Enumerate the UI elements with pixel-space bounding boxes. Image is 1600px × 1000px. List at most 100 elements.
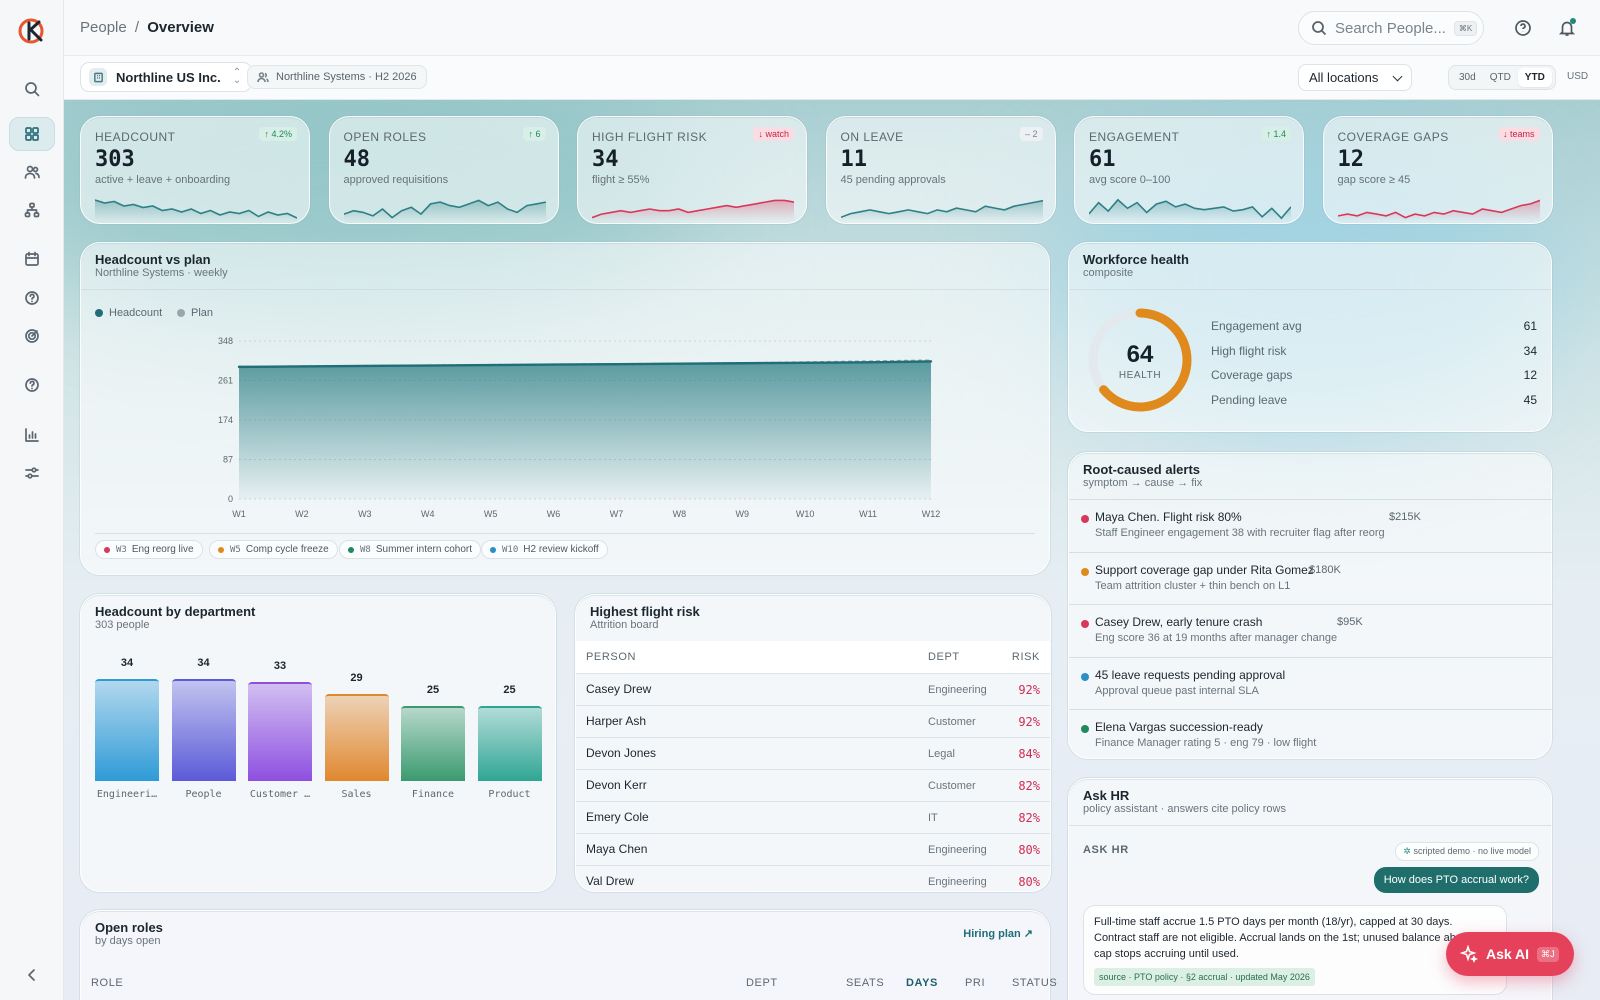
range-qtd[interactable]: QTD (1489, 72, 1511, 83)
collapse-sidebar-icon[interactable] (9, 958, 55, 992)
dept-bar-value: 29 (350, 672, 363, 684)
table-row[interactable]: Maya Chen Engineering 80% (576, 833, 1050, 865)
help-icon[interactable] (1514, 19, 1532, 37)
column-risk[interactable]: RISK (1011, 651, 1040, 663)
nav-dashboard-icon[interactable] (9, 117, 55, 151)
assistant-answer: Full-time staff accrue 1.5 PTO days per … (1083, 905, 1507, 995)
nav-calendar-icon[interactable] (9, 242, 55, 276)
kpi-card-engagement[interactable]: ENGAGEMENT 61 avg score 0–100 ↑ 1.4 (1074, 116, 1304, 224)
alert-item[interactable]: Elena Vargas succession-ready Finance Man… (1069, 709, 1553, 761)
dept-bar[interactable] (171, 679, 236, 781)
headcount-point[interactable] (615, 362, 618, 366)
search-input[interactable]: Search People... ⌘K (1298, 11, 1484, 45)
kpi-trend-badge: – 2 (1019, 127, 1043, 141)
x-tick-label: W2 (295, 509, 309, 519)
alert-item[interactable]: Support coverage gap under Rita Gomez Tea… (1069, 551, 1553, 604)
scope-label: Northline Systems · H2 2026 (276, 71, 417, 83)
range-ytd[interactable]: YTD (1517, 68, 1552, 87)
table-row[interactable]: Emery Cole IT 82% (576, 801, 1050, 833)
updown-chevron-icon: ⌃ ⌄ (232, 67, 242, 86)
nav-help-icon[interactable] (9, 281, 55, 315)
hiring-plan-link[interactable]: Hiring plan ↗ (963, 928, 1033, 940)
table-row[interactable]: Devon Kerr Customer 82% (576, 769, 1050, 801)
ask-ai-button[interactable]: Ask AI ⌘J (1446, 932, 1574, 976)
alert-status-dot (1081, 567, 1089, 576)
breadcrumb-parent[interactable]: People (80, 19, 127, 36)
column-status[interactable]: STATUS (1012, 977, 1058, 989)
nav-settings-icon[interactable] (9, 456, 55, 490)
event-pill-w10[interactable]: W10 H2 review kickoff (481, 540, 608, 559)
event-pill-w8[interactable]: W8 Summer intern cohort (339, 540, 481, 559)
nav-org-chart-icon[interactable] (9, 193, 55, 227)
dept-bar[interactable] (477, 706, 542, 781)
kpi-label: ON LEAVE (840, 130, 904, 144)
team-icon (257, 72, 269, 83)
search-icon (1312, 21, 1327, 36)
answer-source[interactable]: source · PTO policy · §2 accrual · updat… (1094, 968, 1315, 986)
headcount-point[interactable] (678, 362, 681, 365)
nav-target-icon[interactable] (9, 319, 55, 353)
dept-bar[interactable] (401, 706, 465, 781)
table-row[interactable]: Casey Drew Engineering 92% (576, 673, 1050, 705)
column-dept[interactable]: DEPT (928, 651, 960, 663)
table-row[interactable]: Devon Jones Legal 84% (576, 737, 1050, 769)
location-select[interactable]: All locations (1298, 64, 1412, 91)
column-person[interactable]: PERSON (586, 651, 637, 663)
dept-bar-label: Product (488, 789, 531, 800)
headcount-point[interactable] (803, 361, 807, 364)
nav-reports-icon[interactable] (9, 418, 55, 452)
table-row[interactable]: Harper Ash Customer 92% (576, 705, 1050, 737)
kpi-card-on-leave[interactable]: ON LEAVE 11 45 pending approvals – 2 (825, 116, 1056, 224)
dept-bar[interactable] (95, 679, 159, 781)
headcount-point[interactable] (741, 362, 744, 365)
event-pill-w5[interactable]: W5 Comp cycle freeze (209, 540, 338, 559)
risk-value: 80% (1018, 875, 1040, 889)
headcount-point[interactable] (237, 365, 241, 369)
dept-bar[interactable] (324, 694, 389, 781)
sparkline-area (592, 200, 794, 221)
kpi-card-open-roles[interactable]: OPEN ROLES 48 approved requisitions ↑ 6 (328, 116, 559, 224)
column-seats[interactable]: SEATS (846, 977, 885, 989)
table-row[interactable]: Val Drew Engineering 80% (576, 865, 1050, 891)
alert-item[interactable]: 45 leave requests pending approval Approv… (1069, 656, 1553, 709)
app-logo[interactable] (17, 16, 47, 46)
card-title: Ask HR (1083, 788, 1130, 803)
person-dept: Legal (928, 748, 955, 760)
headcount-point[interactable] (929, 360, 933, 363)
sparkline-area (1337, 200, 1540, 221)
column-pri[interactable]: PRI (965, 977, 986, 989)
nav-support-icon[interactable] (9, 368, 55, 402)
org-selector[interactable]: Northline US Inc. ⌃ ⌄ (80, 62, 253, 92)
scope-pill[interactable]: Northline Systems · H2 2026 (247, 65, 427, 89)
column-dept[interactable]: DEPT (746, 977, 778, 989)
headcount-point[interactable] (552, 363, 555, 366)
answer-text: Full-time staff accrue 1.5 PTO days per … (1094, 916, 1492, 960)
notifications-icon[interactable] (1558, 18, 1576, 37)
alert-amount: $95K (1337, 616, 1363, 628)
column-role[interactable]: ROLE (91, 977, 124, 989)
alert-amount: $215K (1389, 511, 1421, 523)
headcount-point[interactable] (426, 364, 429, 367)
headcount-point[interactable] (300, 365, 304, 368)
headcount-point[interactable] (363, 364, 367, 368)
kpi-trend-badge: ↑ 1.4 (1261, 127, 1291, 141)
column-days[interactable]: DAYS (906, 977, 938, 989)
kpi-label: OPEN ROLES (343, 130, 427, 144)
kpi-card-high-flight-risk[interactable]: HIGH FLIGHT RISK 34 flight ≥ 55% ↓ watch (577, 116, 807, 224)
alert-item[interactable]: Casey Drew, early tenure crash Eng score … (1069, 604, 1553, 656)
range-30d[interactable]: 30d (1459, 72, 1476, 83)
event-pill-w3[interactable]: W3 Eng reorg live (95, 540, 203, 559)
kpi-card-headcount[interactable]: HEADCOUNT 303 active + leave + onboarding ↑… (80, 116, 310, 224)
alert-item[interactable]: Maya Chen. Flight risk 80% Staff Engineer… (1069, 499, 1553, 551)
dept-bar[interactable] (248, 682, 312, 781)
health-row-label: High flight risk (1211, 343, 1287, 358)
health-row-engagement-avg: Engagement avg 61 (1211, 319, 1537, 333)
currency-label[interactable]: USD (1567, 71, 1589, 82)
kpi-card-coverage-gaps[interactable]: COVERAGE GAPS 12 gap score ≥ 45 ↓ teams (1322, 116, 1553, 224)
risk-value: 80% (1018, 843, 1040, 857)
headcount-point[interactable] (866, 361, 870, 364)
nav-people-icon[interactable] (9, 155, 55, 189)
nav-search-icon[interactable] (9, 72, 55, 106)
headcount-point[interactable] (489, 363, 492, 367)
x-tick-label: W6 (547, 509, 561, 519)
